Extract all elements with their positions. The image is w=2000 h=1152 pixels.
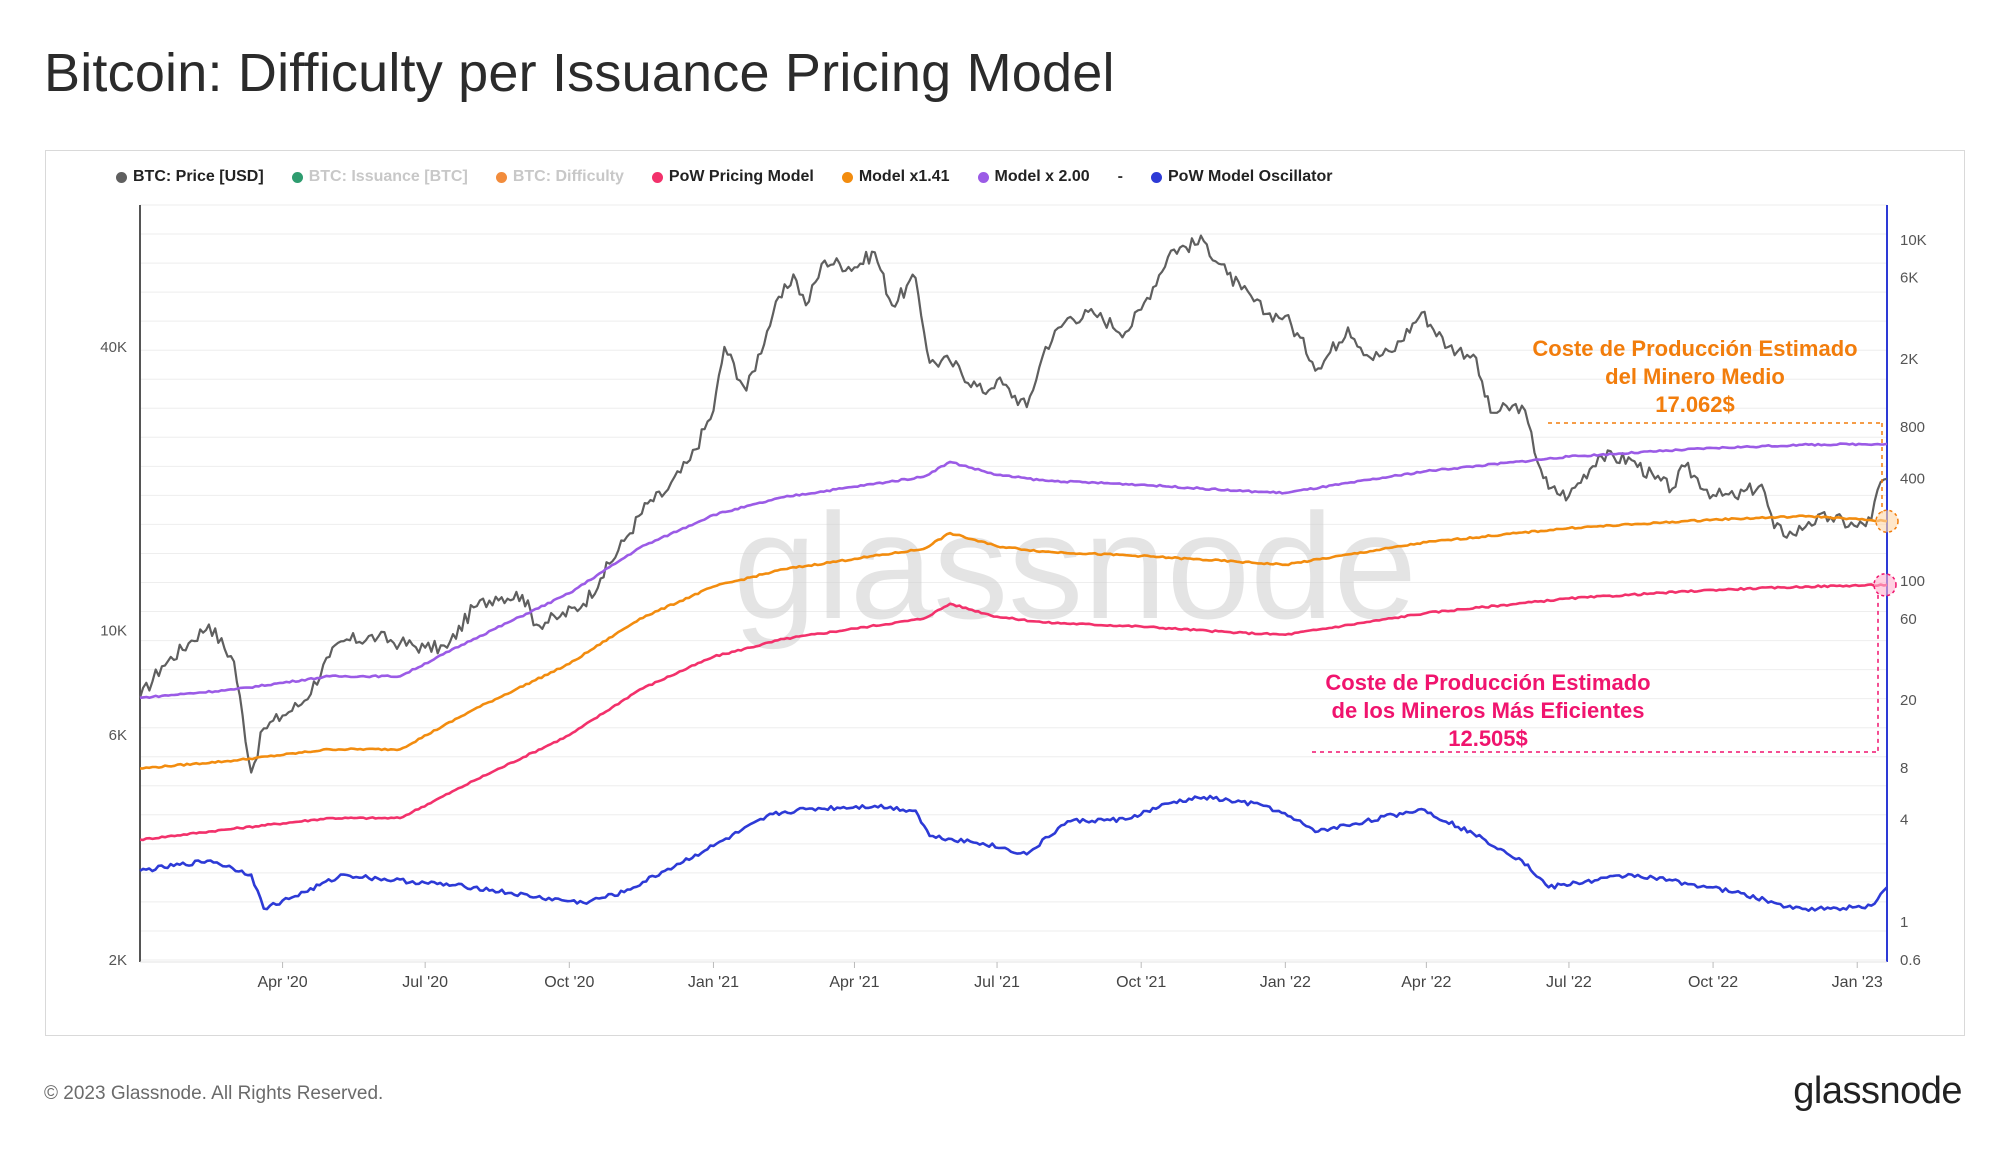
page-title: Bitcoin: Difficulty per Issuance Pricing…: [44, 43, 1115, 103]
series-group: [138, 234, 1888, 913]
series-line-pow-model-oscillator: [139, 794, 1888, 913]
x-tick-label: Jul '20: [402, 974, 448, 991]
legend-item-model-x200[interactable]: Model x 2.00: [977, 168, 1090, 186]
y-left-tick-label: 40K: [100, 339, 127, 356]
y-right-tick-label: 20: [1900, 692, 1917, 709]
legend-label: Model x1.41: [858, 168, 950, 185]
y-left-tick-label: 10K: [100, 623, 127, 640]
legend-label: BTC: Difficulty: [512, 168, 624, 185]
y-right-tick-label: 800: [1900, 419, 1925, 436]
legend-dot-icon: [291, 171, 303, 183]
x-tick-label: Oct '21: [1116, 974, 1166, 991]
x-tick-label: Oct '22: [1688, 974, 1738, 991]
x-tick-label: Apr '20: [257, 974, 307, 991]
x-tick-label: Jan '22: [1260, 974, 1311, 991]
legend-dot-icon: [1151, 171, 1162, 183]
legend-label: BTC: Price [USD]: [133, 168, 264, 185]
legend-dot-icon: [651, 171, 663, 183]
legend-item-btc-issuance[interactable]: BTC: Issuance [BTC]: [291, 168, 468, 186]
y-right-tick-label: 400: [1900, 470, 1925, 487]
legend-dot-icon: [841, 171, 853, 183]
legend-item-btc-difficulty[interactable]: BTC: Difficulty: [495, 168, 624, 186]
legend-item-pow-pricing-model[interactable]: PoW Pricing Model: [651, 168, 814, 186]
copyright-footer: © 2023 Glassnode. All Rights Reserved.: [44, 1083, 384, 1104]
y-right-tick-label: 4: [1900, 811, 1908, 828]
y-right-tick-label: 0.6: [1900, 952, 1921, 969]
legend-item-btc-price[interactable]: BTC: Price [USD]: [116, 168, 264, 186]
miner-avg-label: 17.062$: [1655, 392, 1735, 417]
series-line-btc-price-usd-: [138, 234, 1888, 774]
miner-avg-label: Coste de Producción Estimado: [1532, 336, 1857, 361]
watermark: glassnode: [733, 482, 1417, 650]
tick-labels: 2K 6K 10K 40K 0.6 1 4 8 20 60 100 400 800 2K 6K 10K Apr …: [100, 232, 1926, 991]
y-right-tick-label: 8: [1900, 760, 1908, 777]
series-line-model-x-2-00: [139, 442, 1888, 700]
miner-eff-label: Coste de Producción Estimado: [1325, 670, 1650, 695]
x-tick-label: Jan '21: [688, 974, 739, 991]
legend-item-model-x141[interactable]: Model x1.41: [841, 168, 950, 186]
miner-eff-label: 12.505$: [1448, 726, 1528, 751]
legend-label: Model x 2.00: [994, 168, 1090, 185]
x-tick-label: Oct '20: [544, 974, 594, 991]
y-left-tick-label: 2K: [109, 952, 127, 969]
y-left-tick-label: 6K: [109, 727, 127, 744]
y-right-tick-label: 2K: [1900, 351, 1918, 368]
legend-item-pow-model-oscillator[interactable]: PoW Model Oscillator: [1151, 168, 1332, 186]
miner-avg-marker: [1875, 509, 1899, 533]
legend-label: PoW Pricing Model: [668, 168, 814, 185]
annotations: Coste de Producción Estimado del Minero M…: [1312, 336, 1899, 753]
miner-eff-marker: [1873, 573, 1897, 597]
legend-dot-icon: [977, 171, 989, 183]
brand-logo: glassnode: [1793, 1070, 1962, 1112]
grid-lines: [140, 204, 1887, 961]
x-tick-label: Jul '21: [974, 974, 1020, 991]
y-right-tick-label: 100: [1900, 573, 1925, 590]
series-line-model-x1-41: [140, 514, 1888, 770]
legend-separator: -: [1118, 168, 1123, 186]
x-tick-label: Apr '21: [829, 974, 879, 991]
legend-label: BTC: Issuance [BTC]: [308, 168, 468, 185]
chart-legend: BTC: Price [USD] BTC: Issuance [BTC] BTC…: [116, 168, 1360, 186]
miner-avg-label: del Minero Medio: [1605, 364, 1785, 389]
legend-label: PoW Model Oscillator: [1168, 168, 1333, 185]
x-tick-label: Jul '22: [1546, 974, 1592, 991]
x-tick-label: Jan '23: [1832, 974, 1883, 991]
y-right-tick-label: 10K: [1900, 232, 1927, 249]
legend-dot-icon: [495, 171, 507, 183]
y-right-tick-label: 60: [1900, 611, 1917, 628]
series-line-pow-pricing-model: [139, 583, 1888, 842]
miner-eff-label: de los Mineros Más Eficientes: [1332, 698, 1645, 723]
x-tick-label: Apr '22: [1401, 974, 1451, 991]
y-right-tick-label: 6K: [1900, 270, 1918, 287]
y-right-tick-label: 1: [1900, 914, 1908, 931]
legend-dot-icon: [116, 171, 127, 183]
legend-separator-label: -: [1117, 168, 1123, 185]
